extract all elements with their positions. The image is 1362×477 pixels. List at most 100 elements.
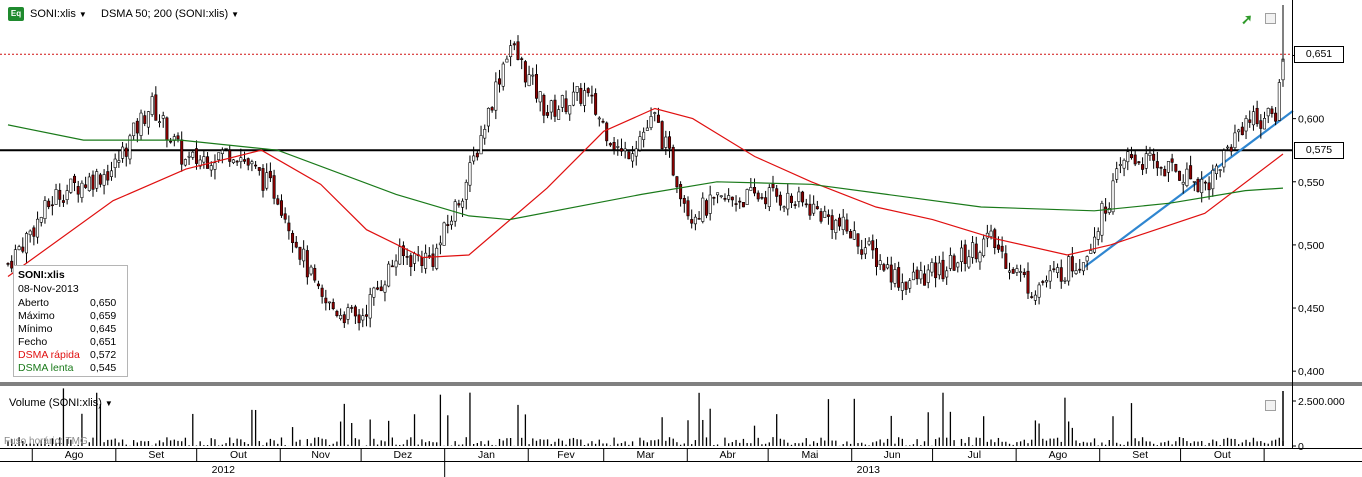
candle-body [202, 156, 206, 163]
month-label: Ago [1049, 449, 1068, 461]
candle-body [845, 219, 849, 232]
candle-body [656, 114, 660, 123]
candle-body [243, 159, 247, 162]
candle-body [830, 215, 834, 230]
candle-body [546, 112, 550, 116]
candle-body [1100, 203, 1104, 236]
candle-body [461, 200, 465, 208]
candle-body [915, 269, 919, 280]
candle-body [1063, 279, 1067, 282]
candle-body [978, 252, 982, 263]
candle-body [664, 136, 668, 148]
candle-body [756, 192, 760, 200]
month-label: Set [148, 449, 164, 461]
candle-body [413, 253, 417, 264]
candle-body [1211, 169, 1215, 190]
info-row: Aberto 0,650 [18, 297, 122, 310]
candle-body [1266, 108, 1270, 117]
candle-body [272, 175, 276, 199]
candle-body [516, 41, 520, 60]
candle-body [1274, 112, 1278, 122]
candle-body [435, 247, 439, 269]
price-tick-label: 0,500 [1298, 240, 1324, 252]
candle-body [882, 264, 886, 271]
candle-body [1133, 154, 1137, 165]
candle-body [368, 294, 372, 319]
candle-body [571, 91, 575, 106]
candle-body [50, 204, 54, 207]
candle-body [753, 187, 757, 194]
candle-body [1281, 58, 1285, 81]
trend-up-icon[interactable]: ➚ [1241, 11, 1253, 27]
candle-body [73, 175, 77, 184]
candle-body [213, 162, 217, 170]
candle-body [128, 135, 132, 160]
candle-body [741, 202, 745, 208]
info-row: Mínimo 0,645 [18, 323, 122, 336]
candle-body [974, 243, 978, 260]
maximize-price-panel-icon[interactable] [1265, 13, 1276, 24]
symbol-selector[interactable]: SONI:xlis ▼ [30, 8, 87, 20]
candle-body [764, 197, 768, 205]
candle-body [61, 200, 65, 203]
candle-body [335, 310, 339, 317]
candle-body [1067, 256, 1071, 282]
candle-body [531, 74, 535, 77]
candle-body [616, 146, 620, 148]
candle-body [1237, 129, 1241, 133]
info-value: 0,651 [90, 336, 117, 348]
candle-body [1118, 164, 1122, 166]
candle-body [250, 161, 254, 165]
candle-body [908, 280, 912, 289]
candle-body [69, 178, 73, 193]
candle-body [95, 171, 99, 189]
candle-body [712, 196, 716, 199]
candle-body [420, 256, 424, 267]
candle-body [1200, 178, 1204, 194]
candle-body [438, 242, 442, 246]
candle-body [383, 284, 387, 293]
candle-body [900, 282, 904, 291]
indicator-selector[interactable]: DSMA 50; 200 (SONI:xlis) ▼ [101, 8, 239, 20]
candle-body [1214, 165, 1218, 174]
moving-averages [7, 107, 1284, 277]
fast-dsma-line [7, 107, 1284, 277]
candle-body [723, 198, 727, 200]
candle-body [778, 194, 782, 206]
year-label: 2012 [212, 464, 236, 476]
candle-body [379, 286, 383, 292]
volume-selector[interactable]: Volume (SONI:xlis) ▼ [9, 397, 113, 409]
candle-body [39, 217, 43, 223]
candle-body [605, 122, 609, 142]
candle-body [139, 112, 143, 136]
candle-body [24, 233, 28, 254]
candle-body [634, 148, 638, 157]
candle-body [886, 264, 890, 269]
maximize-volume-panel-icon[interactable] [1265, 400, 1276, 411]
candle-body [860, 249, 864, 255]
candle-body [401, 245, 405, 257]
candle-body [1089, 250, 1093, 254]
candle-body [826, 214, 830, 217]
candle-body [856, 233, 860, 247]
candle-body [952, 255, 956, 271]
price-tick-label: 0,600 [1298, 114, 1324, 126]
info-value: 0,545 [90, 362, 117, 374]
candle-body [867, 240, 871, 245]
support-level-flag: 0,575 [1294, 142, 1344, 160]
candle-body [982, 238, 986, 257]
candle-body [1189, 165, 1193, 180]
candle-body [58, 189, 62, 200]
candle-body [283, 213, 287, 220]
candle-body [1226, 146, 1230, 149]
candle-body [409, 255, 413, 267]
candle-body [1229, 146, 1233, 152]
candle-body [1207, 182, 1211, 191]
candle-body [302, 248, 306, 262]
info-row: DSMA lenta 0,545 [18, 362, 122, 375]
candle-body [874, 247, 878, 267]
candle-body [730, 196, 734, 201]
candle-body [1004, 253, 1008, 269]
candle-body [224, 147, 228, 150]
